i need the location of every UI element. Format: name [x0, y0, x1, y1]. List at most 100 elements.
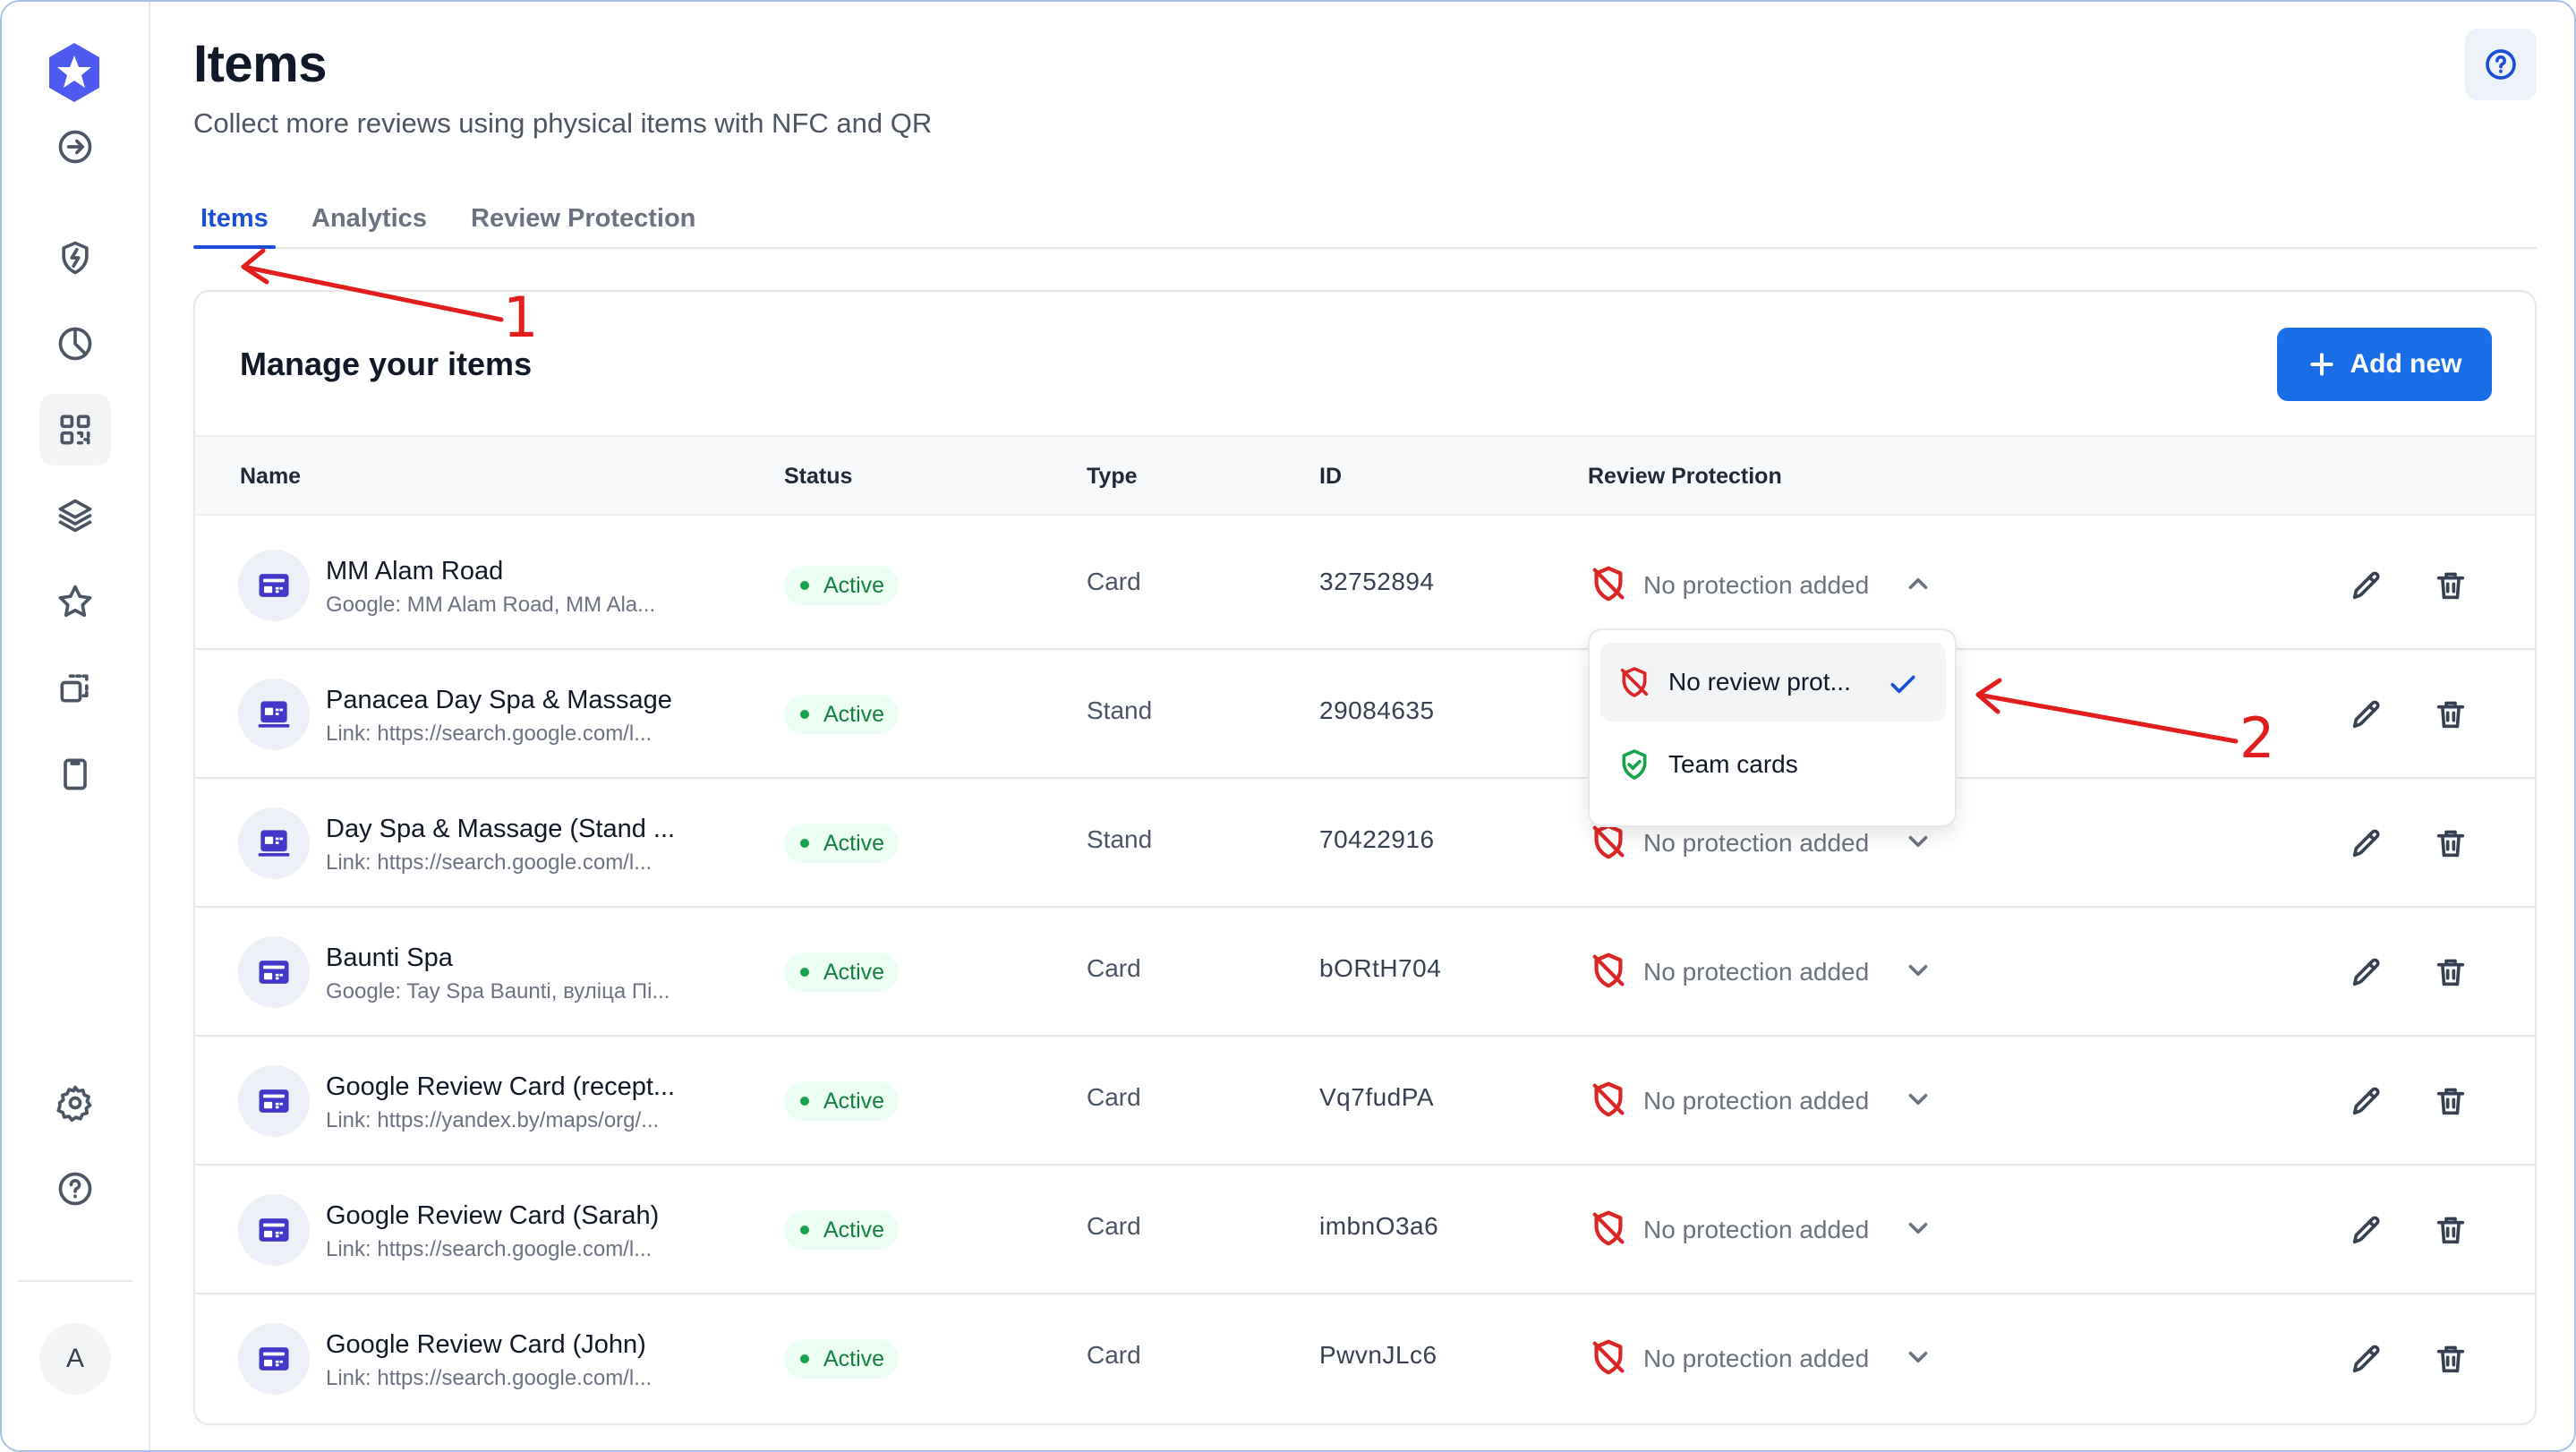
item-type: Card: [1087, 1212, 1141, 1240]
shield-off-icon-wrapper: [1588, 563, 1629, 609]
column-header-status[interactable]: Status: [784, 464, 853, 489]
help-button[interactable]: [2465, 29, 2537, 100]
item-name[interactable]: MM Alam Road: [326, 557, 504, 585]
add-new-button[interactable]: Add new: [2277, 328, 2492, 401]
delete-button[interactable]: [2427, 1336, 2474, 1382]
check-icon: [1890, 675, 1915, 694]
pencil-icon: [2352, 1345, 2380, 1373]
table-row[interactable]: Day Spa & Massage (Stand ... Link: https:…: [195, 779, 2535, 908]
pencil-icon: [2352, 958, 2380, 987]
copy-icon: [60, 674, 89, 703]
sidebar-item-templates[interactable]: [39, 738, 111, 809]
item-type: Card: [1087, 568, 1141, 595]
sidebar-item-reviews[interactable]: [39, 566, 111, 637]
item-type-avatar: [238, 1323, 310, 1395]
delete-button[interactable]: [2427, 949, 2474, 995]
item-name[interactable]: Day Spa & Massage (Stand ...: [326, 815, 676, 843]
delete-button[interactable]: [2427, 820, 2474, 867]
sidebar-item-widgets[interactable]: [39, 652, 111, 723]
item-source: Google: Tay Spa Baunti, вуліца Пі...: [326, 979, 670, 1004]
shield-off-icon: [1620, 667, 1649, 697]
table-row[interactable]: Google Review Card (John) Link: https://s…: [195, 1294, 2535, 1423]
sidebar-item-review-protection[interactable]: [39, 222, 111, 294]
protection-label: No protection added: [1643, 1345, 1870, 1372]
review-protection-select[interactable]: No protection added: [1588, 1076, 1933, 1126]
pencil-icon: [2352, 829, 2380, 858]
protection-label: No protection added: [1643, 829, 1870, 857]
item-id: bORtH704: [1319, 954, 1442, 982]
clipboard-icon: [64, 758, 87, 790]
sidebar-item-layers[interactable]: [39, 480, 111, 551]
column-header-review-protection[interactable]: Review Protection: [1588, 464, 1782, 489]
review-protection-select[interactable]: No protection added: [1588, 1334, 1933, 1384]
item-name[interactable]: Google Review Card (Sarah): [326, 1201, 660, 1230]
protection-chevron: [1883, 955, 1933, 990]
column-header-type[interactable]: Type: [1087, 464, 1138, 489]
trash-icon: [2436, 572, 2465, 600]
column-header-id[interactable]: ID: [1319, 464, 1342, 489]
item-source: Link: https://search.google.com/l...: [326, 1366, 653, 1390]
sidebar-item-analytics[interactable]: [39, 308, 111, 380]
chevron-down-icon: [1908, 835, 1928, 847]
delete-button[interactable]: [2427, 1078, 2474, 1124]
logo-icon[interactable]: [43, 41, 106, 104]
item-type: Stand: [1087, 696, 1153, 724]
edit-button[interactable]: [2343, 562, 2390, 609]
dropdown-option-label: No review prot...: [1668, 668, 1851, 696]
column-header-name[interactable]: Name: [240, 464, 302, 489]
edit-button[interactable]: [2343, 820, 2390, 867]
card-title: Manage your items: [240, 346, 533, 382]
tab-review-protection[interactable]: Review Protection: [471, 204, 696, 233]
shield-off-icon: [1592, 1081, 1625, 1116]
tab-analytics[interactable]: Analytics: [311, 204, 427, 233]
dropdown-option-team-cards[interactable]: Team cards: [1600, 725, 1946, 804]
item-name[interactable]: Google Review Card (recept...: [326, 1072, 676, 1101]
review-protection-select[interactable]: No protection added: [1588, 818, 1933, 868]
status-badge: Active: [784, 1210, 900, 1250]
review-protection-select[interactable]: No protection added: [1588, 947, 1933, 997]
protection-chevron: [1883, 568, 1933, 603]
edit-button[interactable]: [2343, 1078, 2390, 1124]
edit-button[interactable]: [2343, 691, 2390, 738]
sidebar-item-help[interactable]: [39, 1153, 111, 1225]
avatar[interactable]: A: [39, 1323, 111, 1395]
delete-button[interactable]: [2427, 691, 2474, 738]
tab-items[interactable]: Items: [200, 204, 269, 233]
table-row[interactable]: Panacea Day Spa & Massage Link: https://s…: [195, 650, 2535, 779]
item-id: PwvnJLc6: [1319, 1341, 1437, 1369]
item-source: Link: https://yandex.by/maps/org/...: [326, 1108, 660, 1132]
collapse-sidebar-button[interactable]: [39, 111, 111, 183]
table-row[interactable]: Baunti Spa Google: Tay Spa Baunti, вуліца…: [195, 908, 2535, 1037]
delete-button[interactable]: [2427, 562, 2474, 609]
dropdown-option-label: Team cards: [1668, 750, 1798, 778]
shield-bolt-icon: [62, 241, 89, 275]
table-row[interactable]: Google Review Card (recept... Link: https…: [195, 1037, 2535, 1166]
stand-icon: [258, 701, 290, 728]
item-name[interactable]: Panacea Day Spa & Massage: [326, 686, 672, 714]
delete-button[interactable]: [2427, 1207, 2474, 1253]
edit-button[interactable]: [2343, 949, 2390, 995]
dropdown-option-no-review-protection[interactable]: No review prot...: [1600, 643, 1946, 722]
status-badge: Active: [784, 695, 900, 734]
edit-button[interactable]: [2343, 1207, 2390, 1253]
item-name[interactable]: Google Review Card (John): [326, 1330, 646, 1359]
table-row[interactable]: MM Alam Road Google: MM Alam Road, MM Ala…: [195, 521, 2535, 650]
review-protection-select[interactable]: No protection added: [1588, 1205, 1933, 1255]
item-name[interactable]: Baunti Spa: [326, 944, 453, 972]
sidebar-item-settings[interactable]: [39, 1067, 111, 1139]
sidebar-item-items[interactable]: [39, 394, 111, 465]
item-type: Stand: [1087, 825, 1153, 853]
protection-label: No protection added: [1643, 571, 1870, 599]
card-icon: [259, 1218, 289, 1242]
card-icon: [259, 574, 289, 597]
shield-off-icon: [1592, 824, 1625, 858]
pie-chart-icon: [58, 327, 92, 361]
protection-dropdown-menu: No review prot... Team cards: [1588, 628, 1957, 827]
table-row[interactable]: Google Review Card (Sarah) Link: https://…: [195, 1166, 2535, 1294]
item-id: 70422916: [1319, 825, 1435, 853]
edit-button[interactable]: [2343, 1336, 2390, 1382]
item-type-avatar: [238, 1065, 310, 1137]
trash-icon: [2436, 1345, 2465, 1373]
review-protection-select[interactable]: No protection added: [1588, 560, 1933, 611]
tab-bar: Items Analytics Review Protection: [193, 199, 2537, 249]
